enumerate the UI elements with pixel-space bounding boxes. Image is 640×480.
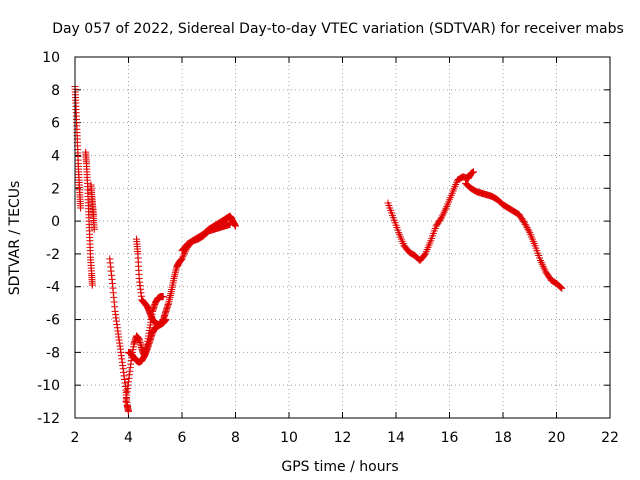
series-track-7 [133, 235, 170, 328]
x-tick-label: 16 [441, 430, 459, 446]
data-point [558, 284, 566, 292]
data-point [522, 222, 530, 230]
data-point [88, 281, 96, 289]
y-tick-label: -10 [37, 378, 60, 394]
data-point [521, 220, 529, 228]
y-tick-label: 6 [51, 116, 60, 132]
data-point [125, 407, 132, 415]
y-tick-label: 4 [51, 148, 60, 164]
series-track-9 [384, 168, 478, 264]
data-point [437, 215, 445, 223]
series-track-4 [106, 255, 132, 415]
x-tick-label: 18 [494, 430, 512, 446]
data-point [421, 251, 429, 259]
series-track-1 [71, 83, 85, 212]
chart-title: Day 057 of 2022, Sidereal Day-to-day VTE… [52, 21, 624, 37]
data-point [523, 224, 531, 232]
x-tick-label: 8 [231, 430, 240, 446]
axis-ticks [74, 56, 611, 419]
x-tick-label: 20 [548, 430, 566, 446]
data-point [77, 204, 85, 212]
data-point [470, 168, 478, 176]
data-point [162, 316, 170, 324]
x-tick-label: 12 [334, 430, 352, 446]
data-point [556, 283, 564, 291]
y-tick-label: 10 [42, 50, 60, 66]
data-point [524, 225, 532, 233]
series-track-3 [87, 181, 98, 233]
y-tick-label: -6 [46, 313, 60, 329]
data-point [520, 217, 528, 225]
data-point [159, 293, 167, 301]
data-point [90, 225, 98, 233]
x-tick-label: 2 [71, 430, 80, 446]
series-track-10 [462, 179, 566, 292]
y-axis-label: SDTVAR / TECUs [7, 181, 23, 296]
y-tick-label: -8 [46, 345, 60, 361]
plot-frame [74, 56, 611, 419]
x-tick-label: 22 [601, 430, 619, 446]
y-tick-label: 8 [51, 83, 60, 99]
data-point [557, 284, 565, 292]
x-tick-label: 4 [124, 430, 133, 446]
data-point [525, 227, 533, 235]
x-axis-label: GPS time / hours [281, 459, 398, 475]
x-tick-label: 6 [178, 430, 187, 446]
data-point [520, 219, 528, 227]
y-tick-label: -2 [46, 247, 60, 263]
series-track-8 [178, 212, 239, 255]
x-tick-labels: 2 4 6 8 10 12 14 16 18 20 22 [71, 430, 619, 446]
y-tick-label: 2 [51, 181, 60, 197]
y-tick-label: -12 [37, 411, 60, 427]
data-points [71, 83, 566, 415]
y-tick-labels: -12 -10 -8 -6 -4 -2 0 2 4 6 8 10 [37, 50, 60, 427]
grid [75, 57, 610, 418]
x-tick-label: 10 [280, 430, 298, 446]
data-point [232, 222, 239, 230]
x-tick-label: 14 [387, 430, 405, 446]
y-tick-label: 0 [51, 214, 60, 230]
y-tick-label: -4 [46, 280, 60, 296]
